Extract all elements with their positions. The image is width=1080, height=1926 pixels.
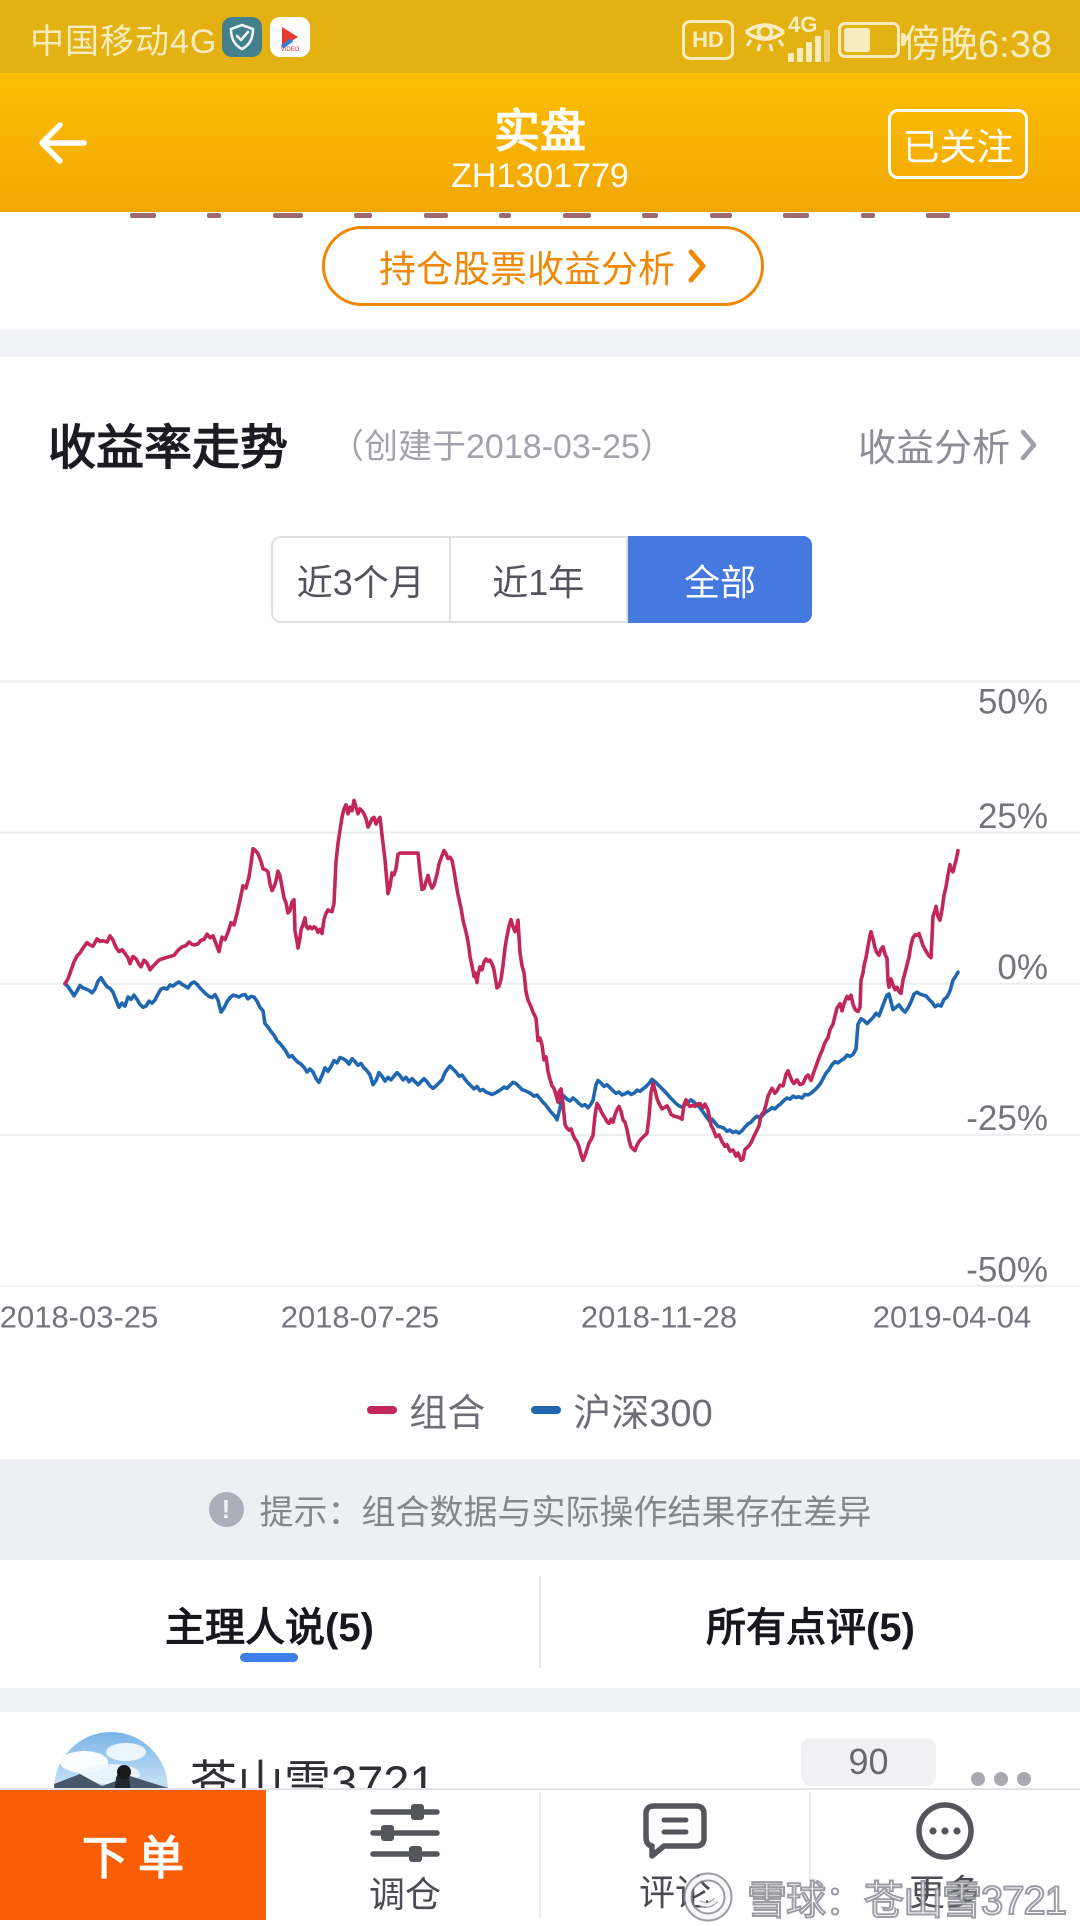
legend-dash-icon: [531, 1405, 562, 1414]
range-tab-all[interactable]: 全部: [628, 536, 812, 623]
chart-legend: 组合 沪深300: [0, 1382, 1080, 1437]
svg-text:VIDEO: VIDEO: [281, 47, 300, 52]
series-line-组合: [63, 798, 960, 1163]
legend-组合[interactable]: 组合: [367, 1382, 485, 1437]
signal-bars-icon: [788, 30, 830, 62]
tab-all-comments[interactable]: 所有点评(5): [706, 1606, 915, 1650]
battery-cap: [901, 33, 906, 46]
legend-label: 组合: [409, 1393, 486, 1435]
holdings-analysis-button[interactable]: 持仓股票收益分析: [322, 226, 764, 306]
chevron-right-icon: [688, 249, 706, 283]
tab-divider: [539, 1576, 541, 1668]
rebalance-label: 调仓: [368, 1874, 441, 1915]
hd-icon: HD: [682, 20, 734, 60]
range-tab-3m[interactable]: 近3个月: [273, 538, 451, 621]
y-tick-label: -25%: [966, 1099, 1048, 1138]
returns-analysis-link[interactable]: 收益分析: [858, 417, 1038, 472]
holdings-section: 持仓股票收益分析: [0, 212, 1080, 330]
signal-bar: [806, 42, 812, 62]
x-tick-label: 2018-03-25: [0, 1299, 158, 1334]
text-fragment: [783, 213, 810, 218]
range-tab-1y[interactable]: 近1年: [451, 538, 628, 621]
signal-bar: [788, 53, 794, 62]
x-tick-label: 2018-11-28: [581, 1299, 737, 1334]
signal-bar: [815, 36, 821, 62]
text-fragment: [925, 213, 950, 218]
comment-tabs: 主理人说(5) 所有点评(5): [0, 1560, 1080, 1688]
page-title: 实盘: [494, 105, 586, 157]
text-fragment: [562, 213, 591, 218]
more-button[interactable]: 更多: [870, 1790, 1020, 1920]
status-bar: 中国移动4G VIDEO HD 4G 傍晚6:38: [0, 0, 1080, 73]
text-fragment: [860, 213, 875, 218]
y-tick-label: -50%: [966, 1250, 1048, 1289]
text-fragment: [423, 213, 448, 218]
text-fragment: [709, 213, 732, 218]
more-label: 更多: [908, 1872, 981, 1913]
carrier-label: 中国移动4G: [30, 23, 218, 61]
text-fragment: [499, 213, 512, 218]
chevron-right-icon: [1020, 429, 1037, 460]
video-app-icon: VIDEO: [270, 17, 310, 57]
notice-text: 提示：组合数据与实际操作结果存在差异: [259, 1494, 872, 1532]
comments-button[interactable]: 评论: [600, 1790, 750, 1920]
battery-level: [844, 28, 870, 52]
page-subtitle: ZH1301779: [451, 157, 629, 195]
rebalance-button[interactable]: 调仓: [330, 1790, 480, 1920]
bar-divider: [809, 1792, 811, 1918]
comments-label: 评论: [638, 1872, 711, 1913]
more-circle-icon: [916, 1802, 974, 1860]
signal-bar: [824, 30, 830, 62]
bottom-action-bar: 下单 调仓 评论 更多: [0, 1788, 1080, 1920]
more-dots-icon[interactable]: [971, 1772, 1031, 1786]
range-tabs: 近3个月 近1年 全部: [271, 536, 812, 623]
tab-manager-says[interactable]: 主理人说(5): [165, 1606, 374, 1650]
battery-icon: [838, 22, 906, 58]
follow-button[interactable]: 已关注: [888, 109, 1028, 179]
order-button[interactable]: 下单: [0, 1790, 266, 1920]
dot: [971, 1772, 985, 1786]
nav-bar: 实盘 ZH1301779 已关注: [0, 73, 1080, 212]
text-fragment: [642, 213, 659, 218]
returns-created-date: （创建于2018-03-25）: [330, 428, 674, 466]
returns-analysis-label: 收益分析: [857, 428, 1010, 470]
x-tick-label: 2019-04-04: [873, 1299, 1032, 1334]
signal-bar: [797, 48, 803, 62]
text-fragment: [354, 213, 373, 218]
text-fragment: [130, 213, 156, 218]
returns-card: 收益率走势 （创建于2018-03-25） 收益分析 近3个月 近1年 全部 5…: [0, 357, 1080, 1459]
comment-badge[interactable]: 90: [801, 1738, 936, 1786]
notice-bar: ! 提示：组合数据与实际操作结果存在差异: [0, 1459, 1080, 1560]
series-line-沪深300: [63, 970, 960, 1135]
legend-dash-icon: [367, 1405, 398, 1414]
returns-line-chart: 50% 25% 0% -25% -50% 2018-03-25 2018-07-25 2018…: [0, 680, 1080, 1334]
text-fragment: [272, 213, 303, 218]
clipped-scrolled-text: [130, 213, 950, 219]
section-separator: [0, 330, 1080, 357]
dot: [1017, 1772, 1031, 1786]
info-icon: !: [208, 1492, 244, 1527]
legend-沪深300[interactable]: 沪深300: [531, 1382, 713, 1437]
4g-signal-icon: 4G: [788, 12, 818, 37]
shield-app-icon: [222, 17, 262, 57]
text-fragment: [207, 213, 222, 218]
y-tick-label: 25%: [978, 797, 1048, 836]
y-tick-label: 0%: [997, 948, 1048, 987]
x-tick-label: 2018-07-25: [281, 1299, 440, 1334]
legend-label: 沪深300: [573, 1393, 713, 1435]
section-gap: [0, 1688, 1080, 1712]
active-tab-indicator: [240, 1653, 298, 1662]
returns-title: 收益率走势: [48, 422, 289, 475]
back-arrow-icon[interactable]: [36, 119, 88, 167]
bar-divider: [539, 1792, 541, 1918]
comment-bubble-icon: [643, 1803, 707, 1859]
eye-protection-icon: [742, 18, 788, 61]
holdings-analysis-label: 持仓股票收益分析: [379, 249, 675, 290]
dot: [994, 1772, 1008, 1786]
status-time: 傍晚6:38: [902, 24, 1052, 66]
rebalance-sliders-icon: [370, 1804, 440, 1862]
y-tick-label: 50%: [978, 682, 1048, 721]
